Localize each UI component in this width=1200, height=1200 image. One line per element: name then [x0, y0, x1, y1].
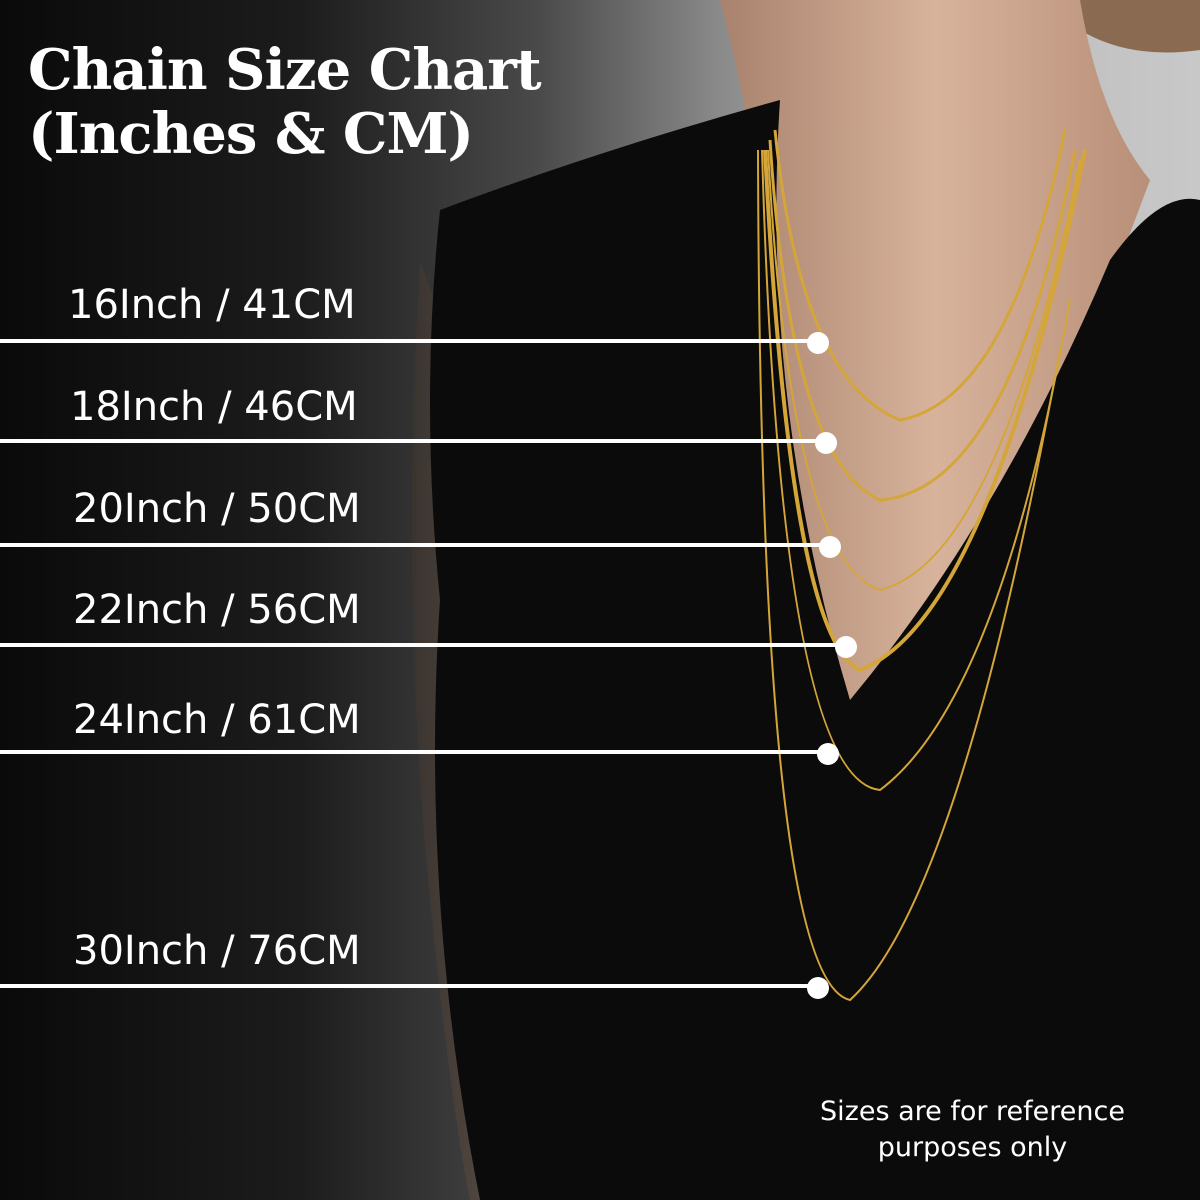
neck-skin — [720, 0, 1150, 700]
size-marker-22 — [835, 636, 857, 658]
size-marker-18 — [815, 432, 837, 454]
size-line-30 — [0, 984, 818, 988]
dress — [430, 100, 1200, 1200]
size-line-20 — [0, 543, 830, 547]
size-line-16 — [0, 339, 818, 343]
hair — [1060, 0, 1200, 53]
size-line-22 — [0, 643, 846, 647]
reference-note: Sizes are for reference purposes only — [790, 1094, 1155, 1166]
size-label-20: 20Inch / 50CM — [73, 486, 361, 532]
size-marker-24 — [817, 743, 839, 765]
size-label-24: 24Inch / 61CM — [73, 697, 361, 743]
size-marker-16 — [807, 332, 829, 354]
size-line-24 — [0, 750, 828, 754]
note-line-2: purposes only — [877, 1132, 1068, 1163]
title-line-2: (Inches & CM) — [28, 101, 474, 167]
size-label-22: 22Inch / 56CM — [73, 587, 361, 633]
size-marker-30 — [807, 977, 829, 999]
size-label-30: 30Inch / 76CM — [73, 928, 361, 974]
size-marker-20 — [819, 536, 841, 558]
title-line-1: Chain Size Chart — [28, 37, 542, 103]
size-line-18 — [0, 439, 826, 443]
note-line-1: Sizes are for reference — [820, 1096, 1125, 1127]
chains — [757, 129, 1087, 1002]
size-label-18: 18Inch / 46CM — [70, 384, 358, 430]
size-label-16: 16Inch / 41CM — [68, 282, 356, 328]
chart-title: Chain Size Chart (Inches & CM) — [28, 37, 542, 167]
